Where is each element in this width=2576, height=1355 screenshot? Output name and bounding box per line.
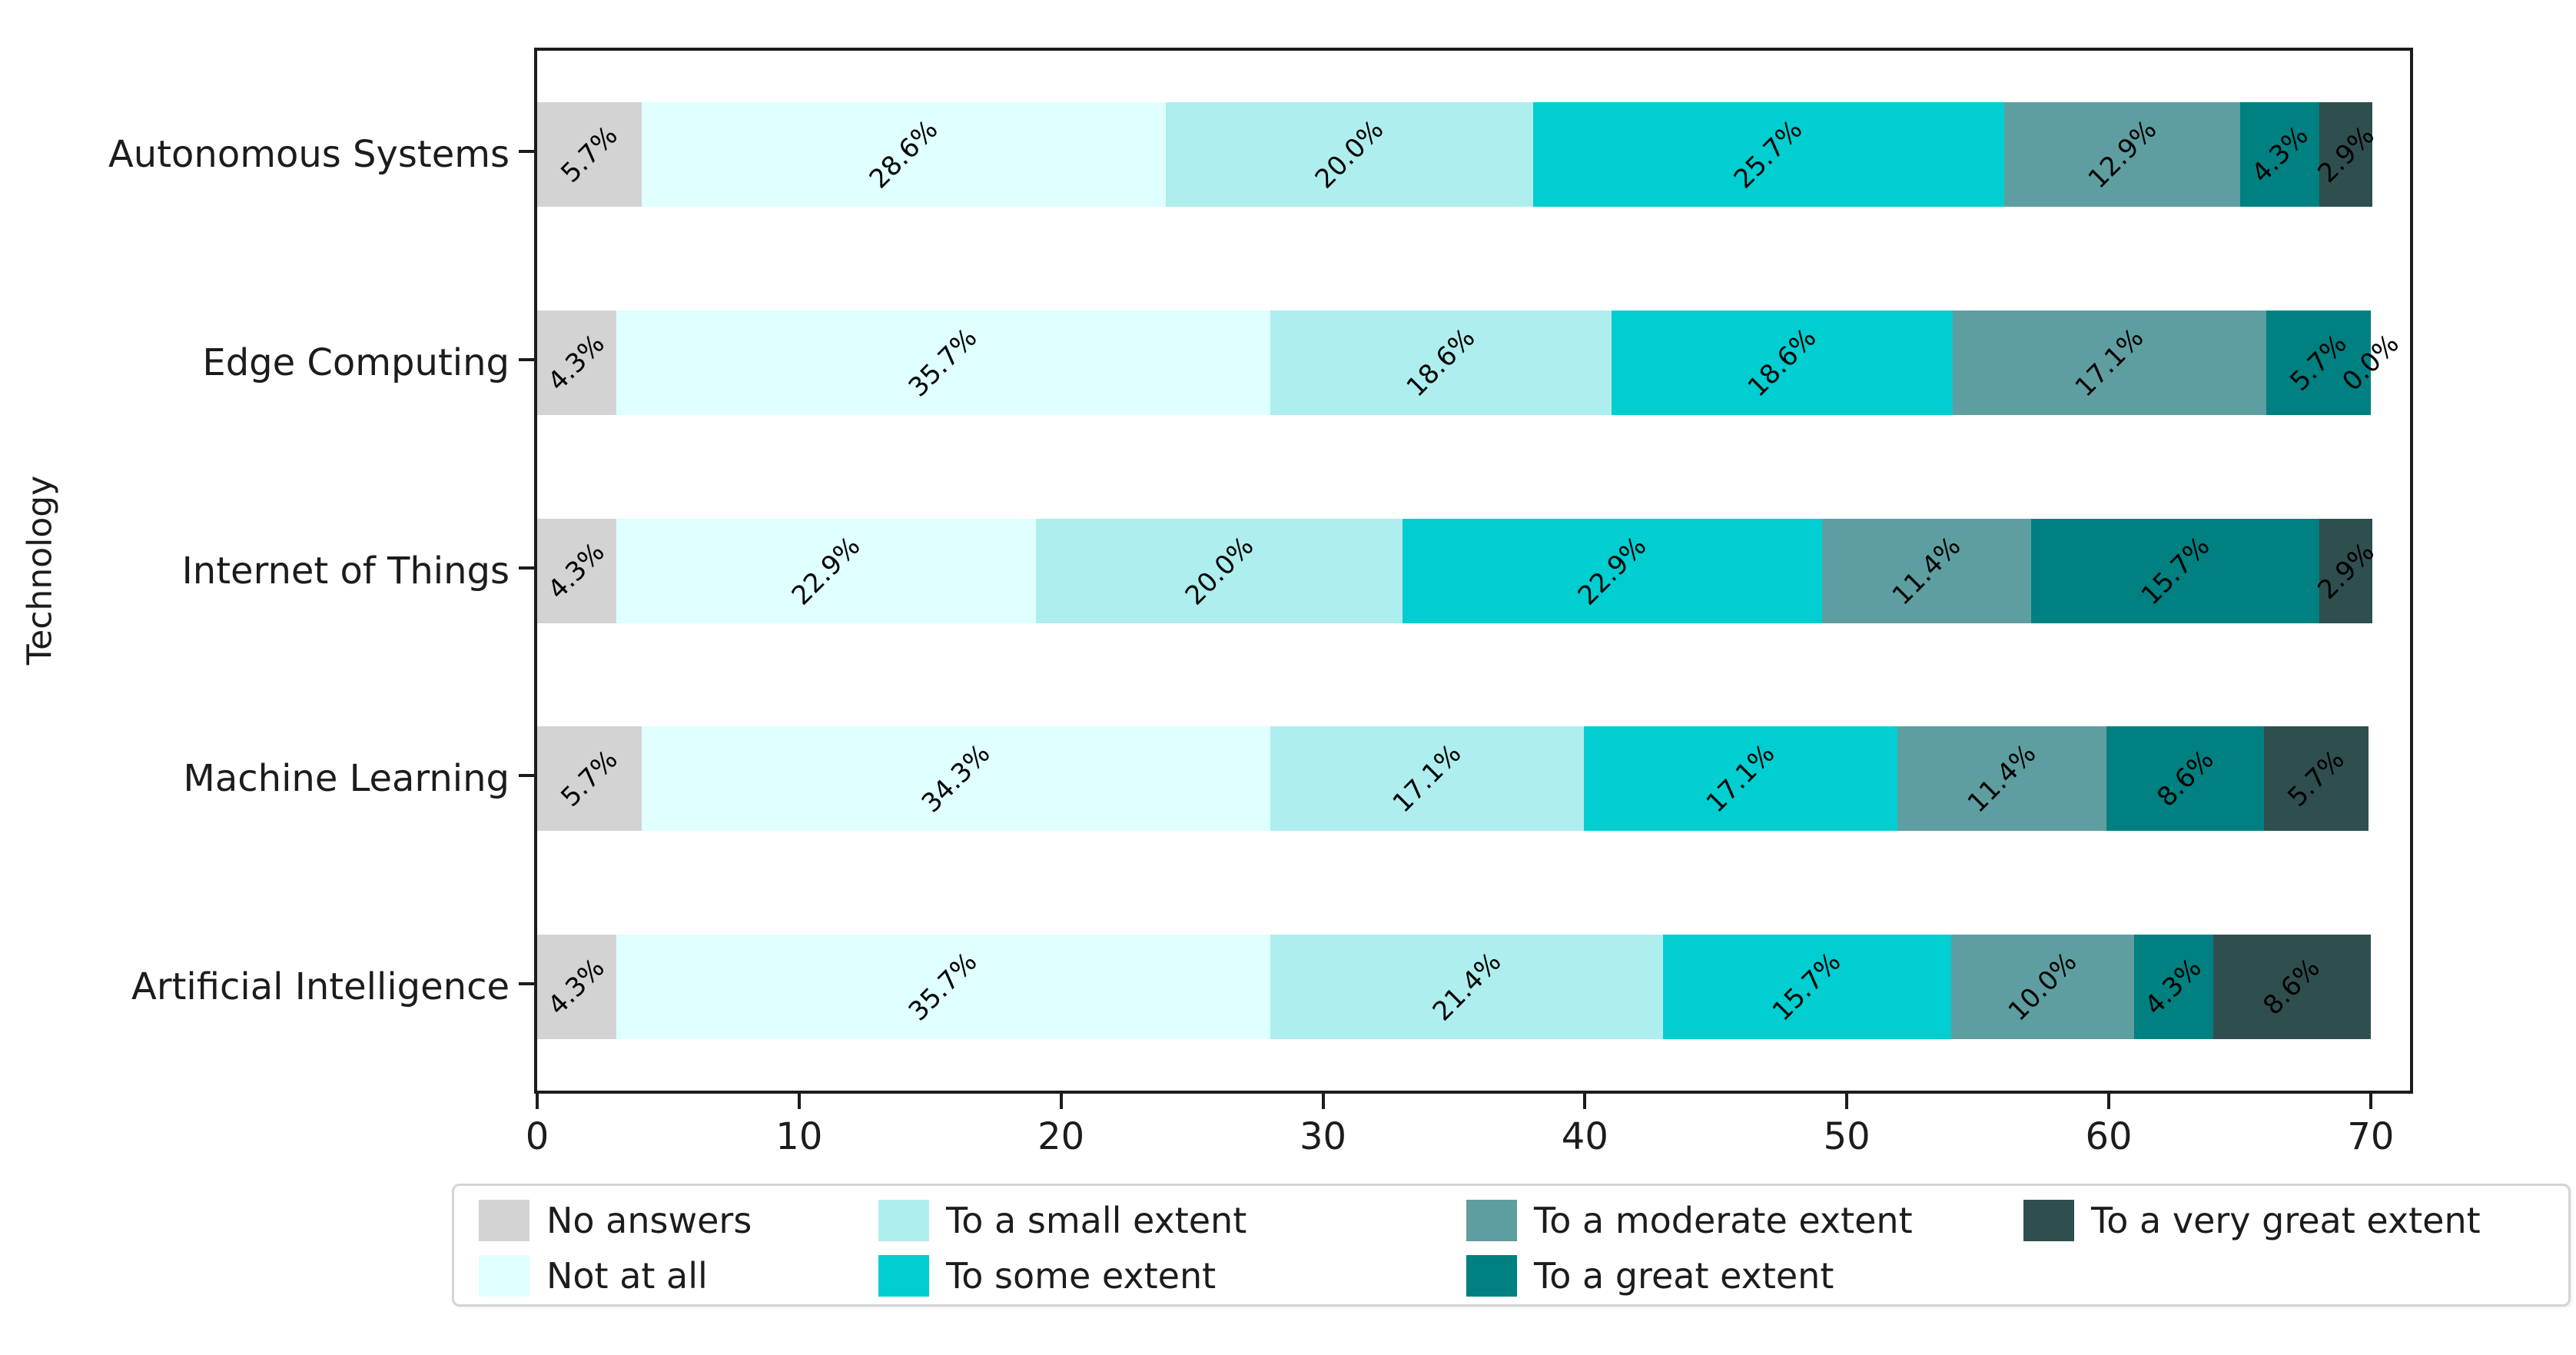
x-tick-mark [2107,1094,2111,1109]
legend: No answers Not at all To a small extent To … [452,1184,2571,1307]
x-tick-mark [1321,1094,1325,1109]
bar-segment [1952,310,2266,415]
bar-segment [1584,726,1898,832]
y-tick-mark [519,981,534,985]
legend-swatch [479,1255,529,1297]
legend-item: To a moderate extent [1466,1198,1913,1243]
bar-segment [2003,102,2241,208]
legend-item: Not at all [479,1254,708,1298]
legend-label: Not at all [546,1255,708,1297]
x-tick-label: 10 [775,1115,823,1158]
bar-segment [1166,102,1533,208]
legend-swatch [878,1255,929,1297]
bar-segment [2106,726,2265,832]
bar-segment [2319,518,2373,623]
legend-swatch [2023,1200,2074,1241]
x-tick-label: 50 [1823,1115,1871,1158]
bar-segment [1612,310,1953,415]
bar-segment [1270,310,1612,415]
y-tick-mark [519,774,534,778]
bar-segment [1035,518,1403,623]
legend-item: To some extent [878,1254,1216,1298]
bar-segment [537,726,642,832]
bar-segment [641,726,1271,832]
x-tick-mark [1845,1094,1849,1109]
x-tick-mark [797,1094,801,1109]
bar-segment [1270,934,1663,1039]
bar-segment [537,518,616,623]
bar-segment [1897,726,2107,832]
bar-segment [2266,310,2371,415]
legend-label: No answers [546,1200,752,1241]
legend-label: To a moderate extent [1534,1200,1913,1241]
bar-segment [537,102,642,208]
y-tick-label: Machine Learning [183,757,510,801]
bar-segment [2031,518,2320,623]
bar-segment [2213,934,2371,1039]
x-tick-mark [1059,1094,1063,1109]
x-tick-mark [2369,1094,2372,1109]
x-tick-mark [1583,1094,1587,1109]
legend-label: To a great extent [1534,1255,1834,1297]
y-tick-label: Autonomous Systems [108,133,510,177]
legend-item: To a great extent [1466,1254,1834,1298]
bar-segment [2264,726,2369,832]
x-tick-label: 60 [2085,1115,2133,1158]
legend-item: No answers [479,1198,752,1243]
bar-segment [1662,934,1951,1039]
legend-item: To a small extent [878,1198,1247,1243]
y-tick-mark [519,566,534,570]
bar-segment [616,934,1271,1039]
bar-segment [616,310,1271,415]
bar-segment [1822,518,2032,623]
bar-segment [2240,102,2320,208]
x-tick-label: 30 [1299,1115,1347,1158]
bar-segment [1270,726,1585,832]
x-tick-label: 20 [1037,1115,1085,1158]
bar-segment [2319,102,2373,208]
y-tick-label: Edge Computing [202,340,510,384]
legend-swatch [1466,1200,1517,1241]
legend-item: To a very great extent [2023,1198,2481,1243]
legend-swatch [479,1200,529,1241]
bar-segment [1532,102,2004,208]
bar-segment [641,102,1167,208]
y-tick-mark [519,150,534,154]
legend-label: To some extent [946,1255,1217,1297]
legend-swatch [878,1200,929,1241]
bar-segment [2134,934,2213,1039]
bar-segment [537,934,616,1039]
legend-label: To a small extent [946,1200,1247,1241]
bar-segment [1950,934,2135,1039]
plot-area: 5.7% 28.6% 20.0% 25.7% 12.9% 4.3% 2.9% 4.3% 35.7… [519,48,2413,1109]
bar-segment [537,310,616,415]
bar-segment [1403,518,1823,623]
y-tick-label: Internet of Things [181,549,510,593]
y-tick-mark [519,357,534,361]
x-tick-mark [536,1094,539,1109]
x-tick-label: 0 [525,1115,549,1158]
bar-segment [616,518,1036,623]
legend-label: To a very great extent [2091,1200,2481,1241]
y-tick-label: Artificial Intelligence [131,965,510,1008]
x-tick-label: 70 [2347,1115,2395,1158]
legend-swatch [1466,1255,1517,1297]
x-tick-label: 40 [1561,1115,1608,1158]
